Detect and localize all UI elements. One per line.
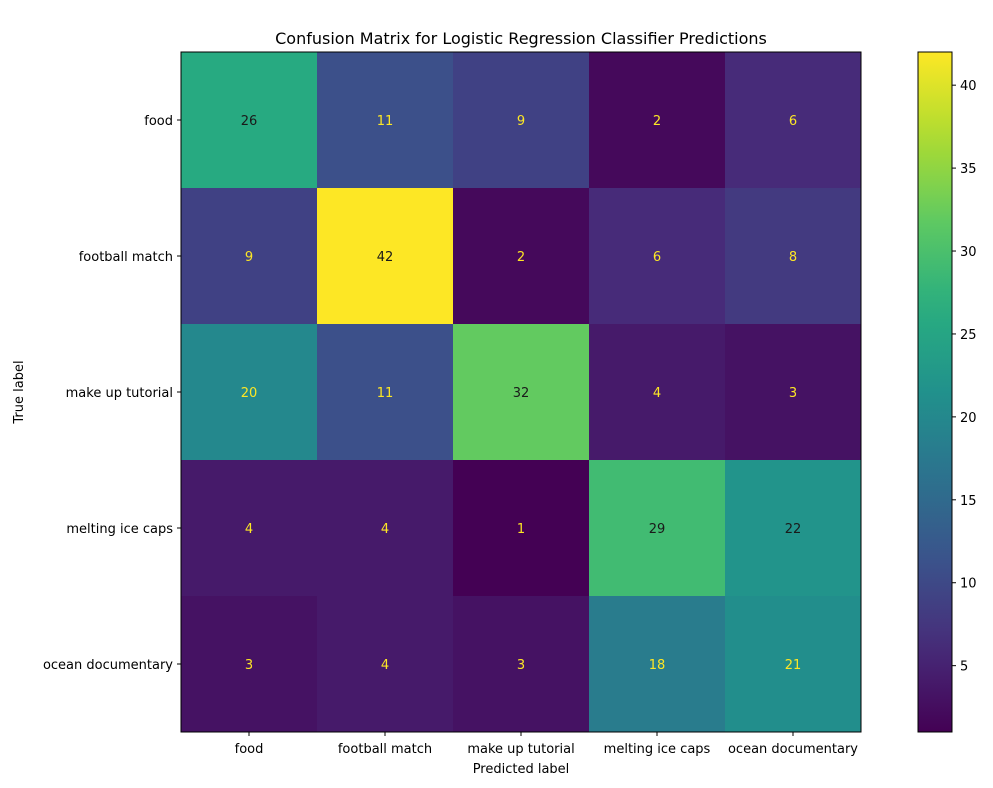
heatmap-cells — [181, 52, 862, 733]
colorbar-tick-label: 15 — [960, 494, 977, 509]
heatmap-cell — [453, 324, 590, 461]
heatmap-cell — [317, 460, 454, 597]
y-axis-label: True label — [12, 360, 27, 424]
heatmap-cell — [181, 188, 318, 325]
cell-value-label: 8 — [789, 250, 797, 265]
cell-value-label: 2 — [653, 114, 661, 129]
y-tick-label: ocean documentary — [43, 658, 173, 673]
heatmap-cell — [589, 460, 726, 597]
colorbar-tick-label: 25 — [960, 328, 977, 343]
y-tick-label: football match — [79, 250, 173, 265]
heatmap-cell-labels: 26 11 9 2 69 42 2 6 820 11 32 4 34 4 1 29 223 4 3 18 21 — [241, 114, 802, 673]
heatmap-cell — [453, 52, 590, 189]
cell-value-label: 3 — [517, 658, 525, 673]
colorbar-tick-label: 10 — [960, 577, 977, 592]
colorbar-tick-label: 30 — [960, 245, 977, 260]
heatmap-cell — [725, 460, 862, 597]
heatmap-cell — [453, 460, 590, 597]
cell-value-label: 4 — [653, 386, 661, 401]
heatmap-cell — [317, 324, 454, 461]
cell-value-label: 9 — [517, 114, 525, 129]
cell-value-label: 32 — [513, 386, 530, 401]
heatmap-cell — [317, 52, 454, 189]
y-tick-label: make up tutorial — [66, 386, 173, 401]
colorbar — [917, 51, 953, 733]
colorbar-ticks: 5 10 15 20 25 30 35 40 — [952, 79, 977, 675]
heatmap-cell — [453, 188, 590, 325]
y-tick-label: melting ice caps — [66, 522, 173, 537]
heatmap-cell — [181, 460, 318, 597]
cell-value-label: 22 — [785, 522, 802, 537]
heatmap-cell — [725, 188, 862, 325]
cell-value-label: 1 — [517, 522, 525, 537]
cell-value-label: 26 — [241, 114, 258, 129]
heatmap-cell — [181, 596, 318, 733]
heatmap-cell — [725, 324, 862, 461]
cell-value-label: 4 — [381, 658, 389, 673]
cell-value-label: 11 — [377, 386, 394, 401]
heatmap-cell — [181, 52, 318, 189]
colorbar-tick-label: 20 — [960, 411, 977, 426]
x-tick-label: make up tutorial — [467, 742, 574, 757]
cell-value-label: 4 — [245, 522, 253, 537]
x-tick-label: football match — [338, 742, 432, 757]
heatmap-cell — [317, 188, 454, 325]
colorbar-tick-label: 5 — [960, 660, 968, 675]
cell-value-label: 20 — [241, 386, 258, 401]
cell-value-label: 9 — [245, 250, 253, 265]
cell-value-label: 21 — [785, 658, 802, 673]
plot-frame — [180, 51, 862, 733]
cell-value-label: 6 — [789, 114, 797, 129]
heatmap-cell — [589, 324, 726, 461]
heatmap-cell — [725, 52, 862, 189]
colorbar-tick-label: 40 — [960, 79, 977, 94]
heatmap-cell — [725, 596, 862, 733]
cell-value-label: 18 — [649, 658, 666, 673]
heatmap-cell — [181, 324, 318, 461]
x-tick-label: ocean documentary — [728, 742, 858, 757]
y-axis-ticks: food football match make up tutorial meltin… — [43, 114, 181, 673]
cell-value-label: 3 — [245, 658, 253, 673]
colorbar-tick-label: 35 — [960, 162, 977, 177]
x-axis-label: Predicted label — [473, 762, 570, 777]
y-tick-label: food — [144, 114, 173, 129]
heatmap-cell — [589, 596, 726, 733]
cell-value-label: 11 — [377, 114, 394, 129]
x-axis-ticks: food football match make up tutorial meltin… — [235, 732, 858, 757]
cell-value-label: 42 — [377, 250, 394, 265]
chart-title: Confusion Matrix for Logistic Regression… — [275, 29, 767, 48]
cell-value-label: 4 — [381, 522, 389, 537]
x-tick-label: melting ice caps — [604, 742, 711, 757]
heatmap-cell — [589, 188, 726, 325]
cell-value-label: 3 — [789, 386, 797, 401]
cell-value-label: 29 — [649, 522, 666, 537]
heatmap-cell — [453, 596, 590, 733]
cell-value-label: 6 — [653, 250, 661, 265]
heatmap-cell — [317, 596, 454, 733]
cell-value-label: 2 — [517, 250, 525, 265]
x-tick-label: food — [235, 742, 264, 757]
heatmap-cell — [589, 52, 726, 189]
